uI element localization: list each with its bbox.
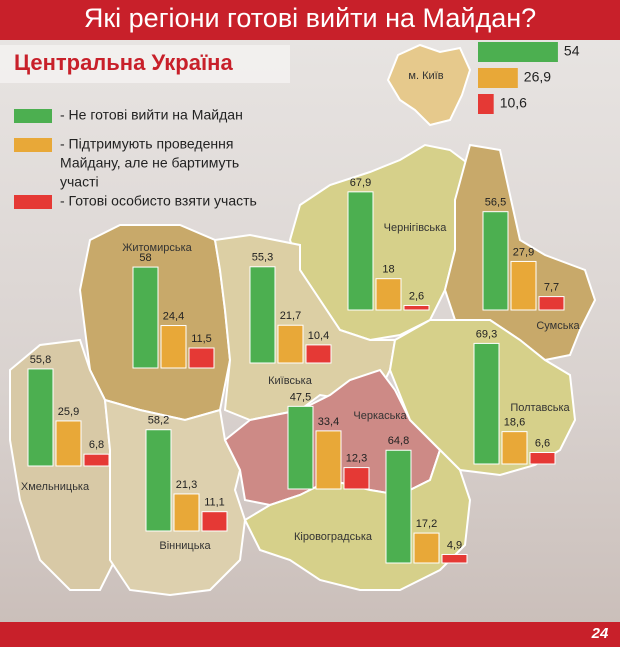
value-label: 67,9 [350,177,371,189]
value-label: 54 [564,43,580,59]
value-label: 4,9 [447,539,462,551]
bar [83,453,110,467]
value-label: 27,9 [513,246,534,258]
value-label: 58 [139,252,151,264]
value-label: 69,3 [476,328,497,340]
bar [315,430,342,490]
legend-label: Майдану, але не бартимуть [60,155,239,171]
title-band [0,0,620,40]
bar [501,431,528,465]
bar [277,324,304,364]
value-label: 12,3 [346,453,367,465]
bar [529,452,556,465]
value-label: 21,3 [176,479,197,491]
value-label: 56,5 [485,197,506,209]
bar [478,68,518,88]
value-label: 58,2 [148,415,169,427]
bar [188,347,215,369]
legend-label: - Готові особисто взяти участь [60,193,257,209]
bar [478,94,494,114]
legend-swatch [14,109,52,123]
value-label: 47,5 [290,391,311,403]
value-label: 55,3 [252,252,273,264]
kyiv-shape [386,43,472,127]
bar [347,191,374,311]
legend-label: участі [60,174,99,190]
region-name: Черкаська [353,410,407,422]
bar [413,532,440,564]
bar [249,266,276,364]
value-label: 11,1 [204,497,225,509]
logo: 24 [591,625,609,642]
bar [510,260,537,311]
bar [403,304,430,311]
bar [287,405,314,490]
value-label: 18 [382,264,394,276]
bar [145,429,172,532]
region-name: Чернігівська [384,222,448,234]
value-label: 26,9 [524,69,551,85]
title: Які регіони готові вийти на Майдан? [84,3,536,33]
bar [478,42,558,62]
legend-swatch [14,138,52,152]
value-label: 10,4 [308,330,329,342]
bar [55,420,82,467]
bar [132,266,159,369]
legend-swatch [14,195,52,209]
legend-label: - Підтримують проведення [60,136,233,152]
bar [385,449,412,564]
value-label: 2,6 [409,290,424,302]
footer-band [0,622,620,647]
value-label: 18,6 [504,417,525,429]
region-name: Житомирська [122,242,192,254]
region-name: Київська [268,375,313,387]
subtitle-band [0,45,290,83]
bar [27,368,54,467]
subtitle: Центральна Україна [14,50,233,75]
bar [160,325,187,369]
bar [201,511,228,532]
bar [482,211,509,311]
value-label: 25,9 [58,406,79,418]
value-label: 17,2 [416,518,437,530]
value-label: 6,6 [535,437,550,449]
region-name: Кіровоградська [294,531,373,543]
region-name: Сумська [536,320,580,332]
bar [441,553,468,564]
legend-label: - Не готові вийти на Майдан [60,107,243,123]
kyiv-name: м. Київ [408,70,443,82]
bar [343,467,370,490]
value-label: 24,4 [163,310,184,322]
value-label: 7,7 [544,282,559,294]
region-name: Хмельницька [21,481,90,493]
region-name: Полтавська [510,402,570,414]
value-label: 33,4 [318,416,339,428]
bar [538,296,565,311]
value-label: 21,7 [280,310,301,322]
value-label: 64,8 [388,435,409,447]
bar [473,342,500,465]
bar [305,344,332,364]
region-name: Вінницька [159,540,211,552]
value-label: 55,8 [30,354,51,366]
value-label: 10,6 [500,95,527,111]
bar [173,493,200,532]
bar [375,278,402,311]
value-label: 11,5 [191,333,212,345]
value-label: 6,8 [89,439,104,451]
